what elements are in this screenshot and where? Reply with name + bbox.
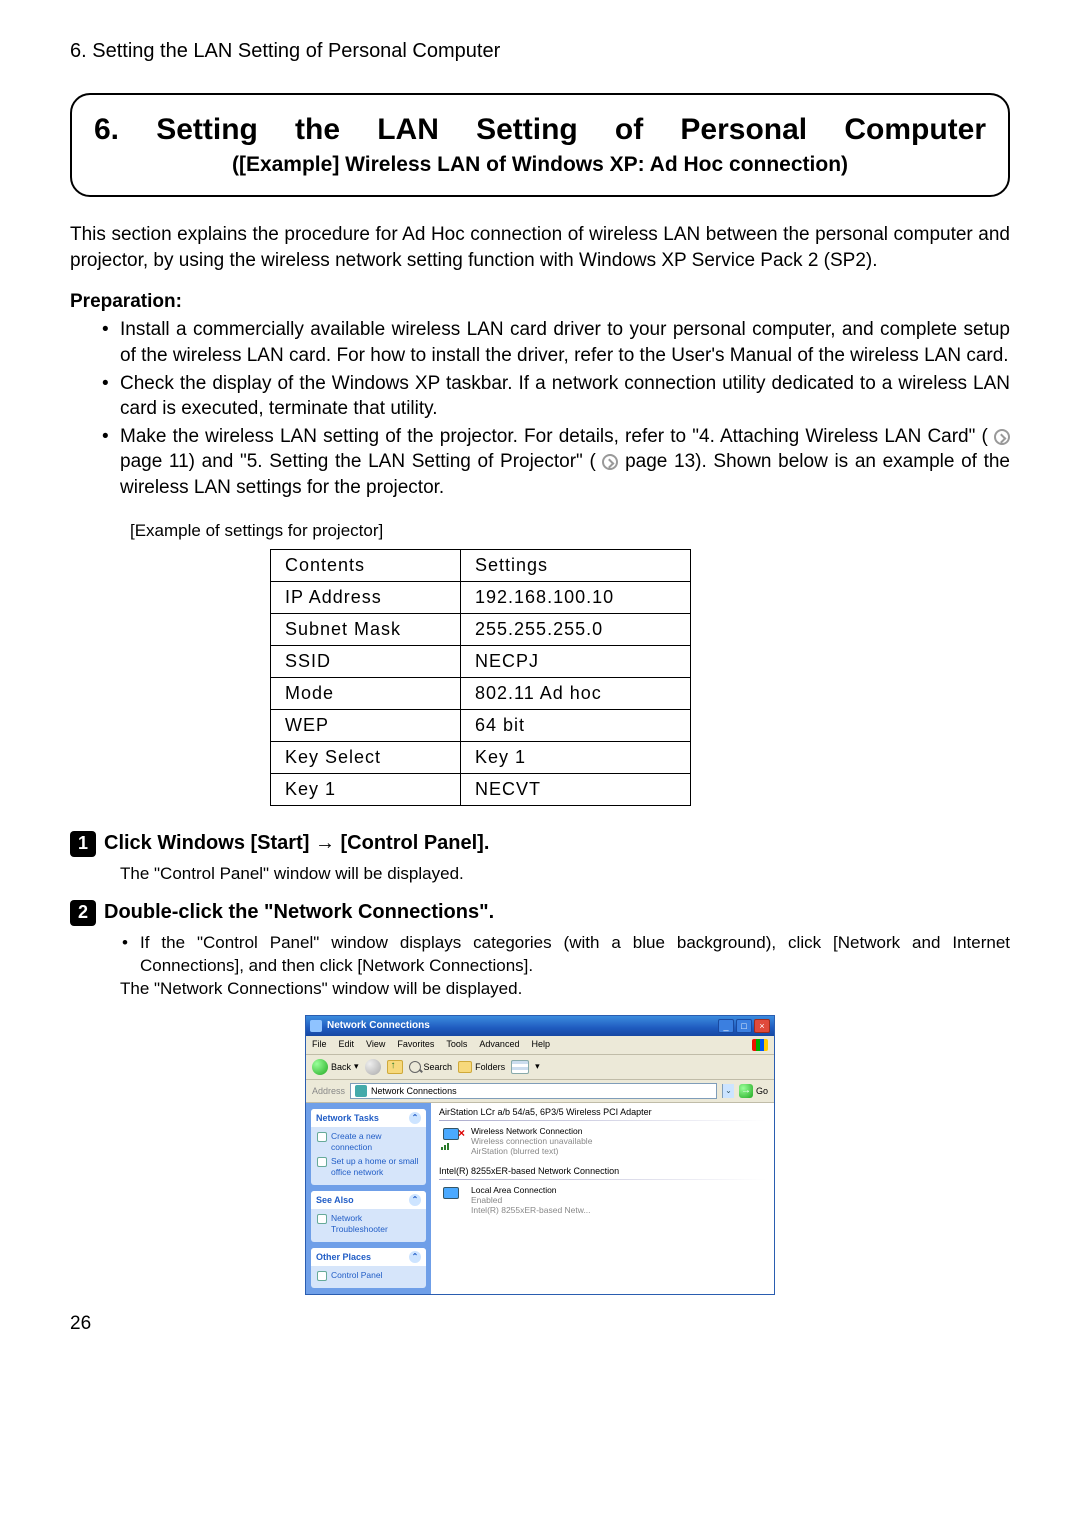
xp-window: Network Connections _ □ × File Edit View…: [305, 1015, 775, 1295]
intro-paragraph: This section explains the procedure for …: [70, 222, 1010, 273]
collapse-icon[interactable]: ⌃: [409, 1194, 421, 1206]
page-ref-icon: [994, 429, 1010, 445]
step-badge-2: 2: [70, 900, 96, 926]
xp-sidebar: Network Tasks ⌃ Create a new connection …: [306, 1103, 431, 1294]
window-icon: [310, 1020, 322, 1032]
back-icon: [312, 1059, 328, 1075]
close-button[interactable]: ×: [754, 1019, 770, 1033]
link-icon: [317, 1214, 327, 1224]
adapter-section-2: Intel(R) 8255xER-based Network Connectio…: [439, 1166, 766, 1176]
go-button[interactable]: → Go: [739, 1084, 768, 1098]
panel-title: Network Tasks: [316, 1113, 379, 1123]
step-2-sub: The "Network Connections" window will be…: [120, 978, 1010, 1001]
conn-status: Wireless connection unavailable: [471, 1136, 592, 1146]
settings-table: ContentsSettings IP Address192.168.100.1…: [270, 549, 691, 806]
table-row: IP Address192.168.100.10: [271, 581, 691, 613]
menu-view[interactable]: View: [366, 1039, 385, 1051]
menu-help[interactable]: Help: [531, 1039, 550, 1051]
conn-detail: AirStation (blurred text): [471, 1146, 592, 1156]
table-caption: [Example of settings for projector]: [130, 521, 1010, 541]
xp-titlebar[interactable]: Network Connections _ □ ×: [306, 1016, 774, 1036]
wireless-connection-item[interactable]: × Wireless Network Connection Wireless c…: [439, 1126, 766, 1157]
xp-addressbar: Address Network Connections ⌄ → Go: [306, 1080, 774, 1103]
folders-icon: [458, 1061, 472, 1073]
network-tasks-panel: Network Tasks ⌃ Create a new connection …: [311, 1109, 426, 1185]
task-icon: [317, 1132, 327, 1142]
menu-favorites[interactable]: Favorites: [397, 1039, 434, 1051]
address-value: Network Connections: [371, 1086, 457, 1096]
table-row: Subnet Mask255.255.255.0: [271, 613, 691, 645]
table-row: Key 1NECVT: [271, 773, 691, 805]
preparation-heading: Preparation:: [70, 291, 1010, 313]
prep-item-3: Make the wireless LAN setting of the pro…: [120, 424, 1010, 501]
views-button[interactable]: [511, 1060, 529, 1074]
panel-title: Other Places: [316, 1252, 371, 1262]
page-header: 6. Setting the LAN Setting of Personal C…: [70, 40, 1010, 63]
title-box: 6. Setting the LAN Setting of Personal C…: [70, 93, 1010, 197]
lan-connection-item[interactable]: Local Area Connection Enabled Intel(R) 8…: [439, 1185, 766, 1216]
menu-edit[interactable]: Edit: [339, 1039, 355, 1051]
table-row: SSIDNECPJ: [271, 645, 691, 677]
wireless-icon: ×: [439, 1126, 465, 1150]
go-icon: →: [739, 1084, 753, 1098]
collapse-icon[interactable]: ⌃: [409, 1251, 421, 1263]
address-label: Address: [312, 1086, 345, 1096]
prep-item-2: Check the display of the Windows XP task…: [120, 371, 1010, 422]
other-places-panel: Other Places ⌃ Control Panel: [311, 1248, 426, 1288]
table-row: Key SelectKey 1: [271, 741, 691, 773]
other-control-panel[interactable]: Control Panel: [317, 1270, 420, 1281]
lan-icon: [439, 1185, 465, 1209]
preparation-list: Install a commercially available wireles…: [70, 317, 1010, 500]
see-also-panel: See Also ⌃ Network Troubleshooter: [311, 1191, 426, 1242]
back-button[interactable]: Back ▾: [312, 1059, 359, 1075]
step-2-bullets: If the "Control Panel" window displays c…: [70, 932, 1010, 978]
task-icon: [317, 1157, 327, 1167]
task-new-connection[interactable]: Create a new connection: [317, 1131, 420, 1153]
conn-detail: Intel(R) 8255xER-based Netw...: [471, 1205, 591, 1215]
adapter-section-1: AirStation LCr a/b 54/a5, 6P3/5 Wireless…: [439, 1107, 766, 1117]
prep-item-1: Install a commercially available wireles…: [120, 317, 1010, 368]
step-1-sub: The "Control Panel" window will be displ…: [120, 863, 1010, 886]
step-1-title: Click Windows [Start] → [Control Panel].: [104, 832, 489, 855]
search-icon: [409, 1061, 421, 1073]
table-row: Mode802.11 Ad hoc: [271, 677, 691, 709]
menu-file[interactable]: File: [312, 1039, 327, 1051]
conn-name: Local Area Connection: [471, 1185, 591, 1195]
collapse-icon[interactable]: ⌃: [409, 1112, 421, 1124]
address-icon: [355, 1085, 367, 1097]
page-ref-icon: [602, 454, 618, 470]
folder-icon: [317, 1271, 327, 1281]
up-folder-button[interactable]: [387, 1060, 403, 1074]
forward-button[interactable]: [365, 1059, 381, 1075]
xp-main-pane: AirStation LCr a/b 54/a5, 6P3/5 Wireless…: [431, 1103, 774, 1294]
minimize-button[interactable]: _: [718, 1019, 734, 1033]
conn-name: Wireless Network Connection: [471, 1126, 592, 1136]
panel-title: See Also: [316, 1195, 354, 1205]
menu-advanced[interactable]: Advanced: [479, 1039, 519, 1051]
window-title: Network Connections: [327, 1020, 718, 1031]
step-badge-1: 1: [70, 831, 96, 857]
table-row: ContentsSettings: [271, 549, 691, 581]
maximize-button[interactable]: □: [736, 1019, 752, 1033]
xp-menubar: File Edit View Favorites Tools Advanced …: [306, 1036, 774, 1055]
see-also-troubleshooter[interactable]: Network Troubleshooter: [317, 1213, 420, 1235]
title-subtitle: ([Example] Wireless LAN of Windows XP: A…: [94, 153, 986, 177]
table-row: WEP64 bit: [271, 709, 691, 741]
step-1-heading: 1 Click Windows [Start] → [Control Panel…: [70, 831, 1010, 857]
step-2-title: Double-click the "Network Connections".: [104, 901, 494, 924]
menu-tools[interactable]: Tools: [446, 1039, 467, 1051]
folders-button[interactable]: Folders: [458, 1061, 505, 1073]
address-field[interactable]: Network Connections: [350, 1083, 717, 1099]
task-setup-network[interactable]: Set up a home or small office network: [317, 1156, 420, 1178]
xp-toolbar: Back ▾ Search Folders ▾: [306, 1055, 774, 1080]
address-dropdown[interactable]: ⌄: [722, 1084, 734, 1098]
step-2-heading: 2 Double-click the "Network Connections"…: [70, 900, 1010, 926]
search-button[interactable]: Search: [409, 1061, 453, 1073]
conn-status: Enabled: [471, 1195, 591, 1205]
title-main: 6. Setting the LAN Setting of Personal C…: [94, 113, 986, 147]
windows-logo-icon: [752, 1039, 768, 1051]
page-number: 26: [70, 1313, 1010, 1335]
step-2-bullet: If the "Control Panel" window displays c…: [140, 932, 1010, 978]
